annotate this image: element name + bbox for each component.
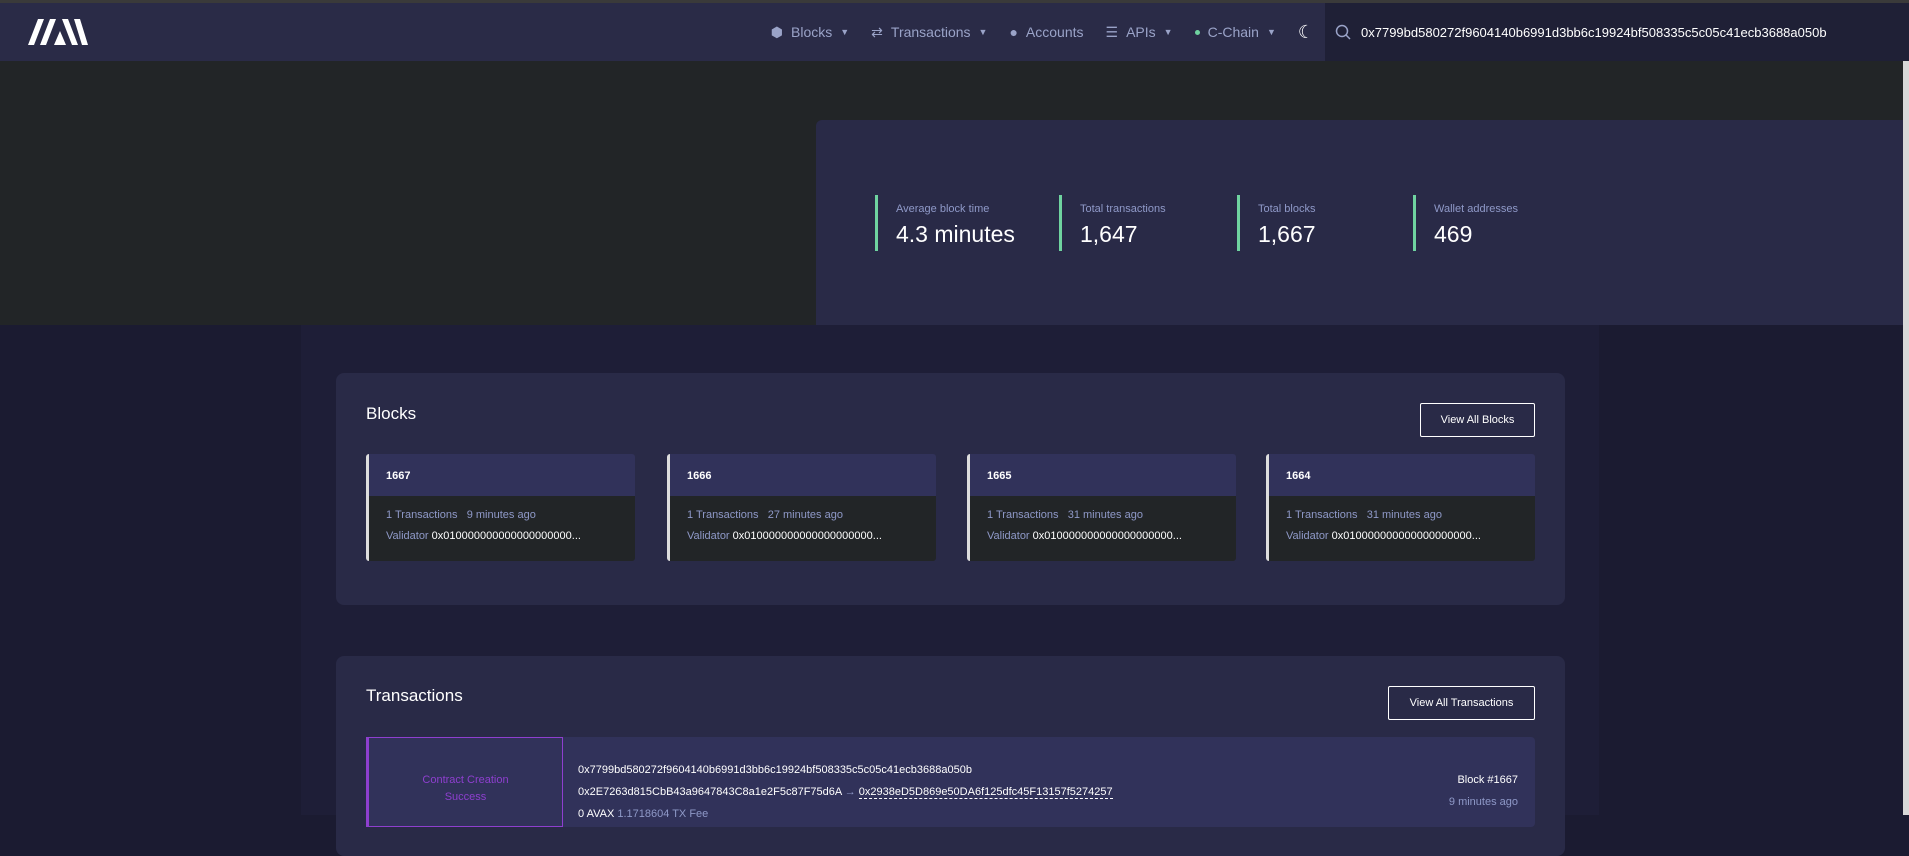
cube-icon: ⬢ xyxy=(770,23,784,40)
stat-total-blocks: Total blocks 1,667 xyxy=(1237,195,1316,251)
chevron-down-icon: ▼ xyxy=(1266,27,1276,37)
nav-transactions[interactable]: ⇄ Transactions ▼ xyxy=(871,23,988,41)
blocks-title: Blocks xyxy=(366,404,417,423)
theme-toggle[interactable]: ☾ xyxy=(1298,22,1314,43)
stat-total-transactions: Total transactions 1,647 xyxy=(1059,195,1166,251)
block-card[interactable]: 1666 1 Transactions 27 minutes ago Validat… xyxy=(667,454,936,561)
transaction-type-badge: Contract Creation Success xyxy=(366,737,563,827)
search-icon xyxy=(1335,24,1351,40)
blocks-card: Blocks View All Blocks 1667 1 Transaction… xyxy=(336,373,1565,605)
block-card[interactable]: 1667 1 Transactions 9 minutes ago Validato… xyxy=(366,454,635,561)
search-input[interactable] xyxy=(1361,24,1901,40)
transaction-row[interactable]: Contract Creation Success 0x7799bd580272f… xyxy=(366,737,1535,827)
transfer-icon: ⇄ xyxy=(871,23,883,40)
transactions-title: Transactions xyxy=(366,686,463,705)
avalanche-logo[interactable] xyxy=(28,19,88,45)
chevron-down-icon: ▼ xyxy=(978,27,988,37)
status-dot-icon xyxy=(1194,29,1200,35)
nav-chain-select[interactable]: C-Chain ▼ xyxy=(1194,24,1276,40)
block-link[interactable]: Block #1667 xyxy=(1457,774,1518,786)
transaction-hash[interactable]: 0x7799bd580272f9604140b6991d3bb6c19924bf… xyxy=(578,764,972,776)
chevron-down-icon: ▼ xyxy=(840,27,850,37)
chevron-down-icon: ▼ xyxy=(1163,27,1173,37)
nav-accounts[interactable]: ● Accounts xyxy=(1009,24,1084,40)
to-address[interactable]: 0x2938eD5D869e50DA6f125dfc45F13157f52742… xyxy=(858,786,1113,799)
nav-blocks[interactable]: ⬢ Blocks ▼ xyxy=(770,23,850,41)
block-card[interactable]: 1664 1 Transactions 31 minutes ago Validat… xyxy=(1266,454,1535,561)
moon-icon: ☾ xyxy=(1297,21,1314,42)
window-top-border xyxy=(0,0,1909,3)
view-all-blocks-button[interactable]: View All Blocks xyxy=(1420,403,1535,437)
sliders-icon: ☰ xyxy=(1105,23,1119,40)
stat-wallet-addresses: Wallet addresses 469 xyxy=(1413,195,1518,251)
from-address[interactable]: 0x2E7263d815CbB43a9647843C8a1e2F5c87F75d… xyxy=(578,786,842,798)
view-all-transactions-button[interactable]: View All Transactions xyxy=(1388,686,1535,720)
arrow-right-icon: → xyxy=(844,786,856,798)
search-bar xyxy=(1325,3,1909,61)
stat-average-block-time: Average block time 4.3 minutes xyxy=(875,195,1015,251)
navbar: ⬢ Blocks ▼ ⇄ Transactions ▼ ● Accounts ☰ APIs ▼… xyxy=(0,3,1909,61)
stats-panel: Average block time 4.3 minutes Total tran… xyxy=(816,120,1903,325)
scrollbar[interactable] xyxy=(1903,61,1909,815)
transactions-card: Transactions View All Transactions Contr… xyxy=(336,656,1565,856)
nav-apis[interactable]: ☰ APIs ▼ xyxy=(1105,23,1173,41)
block-card[interactable]: 1665 1 Transactions 31 minutes ago Validat… xyxy=(967,454,1236,561)
user-icon: ● xyxy=(1009,24,1018,40)
